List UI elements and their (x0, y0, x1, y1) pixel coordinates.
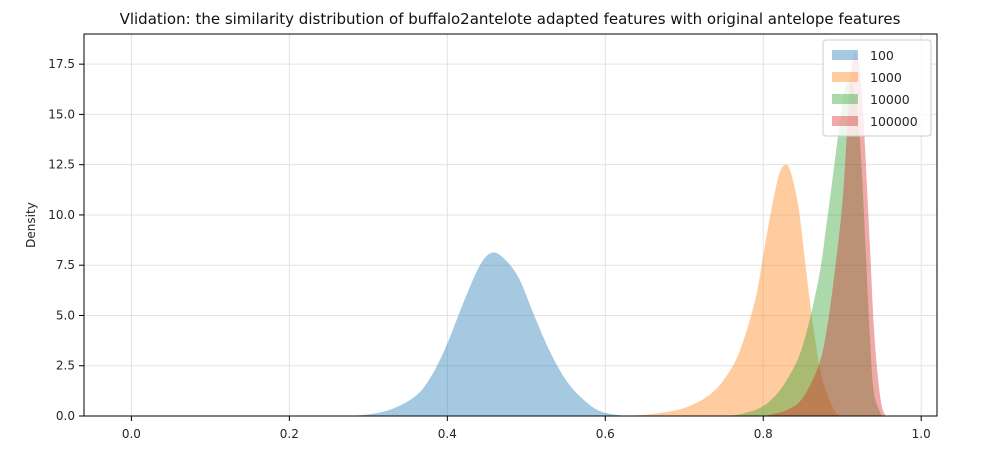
series-area-100000 (763, 52, 886, 416)
series-area-1000 (621, 164, 843, 416)
x-tick-label: 0.6 (596, 427, 615, 441)
x-tick-label: 1.0 (912, 427, 931, 441)
legend-swatch (832, 94, 858, 104)
legend-swatch (832, 116, 858, 126)
x-tick-label: 0.4 (438, 427, 457, 441)
series-area-100 (344, 252, 629, 416)
y-tick-label: 15.0 (48, 107, 75, 121)
y-tick-label: 12.5 (48, 158, 75, 172)
x-axis: 0.0 0.2 0.4 0.6 0.8 1.0 (122, 416, 931, 441)
chart-title: Vlidation: the similarity distribution o… (120, 10, 901, 28)
y-axis-label: Density (24, 202, 38, 248)
legend-label: 100 (870, 48, 894, 63)
y-tick-label: 10.0 (48, 208, 75, 222)
legend-label: 10000 (870, 92, 910, 107)
series-area-10000 (731, 81, 882, 417)
y-axis: 0.0 2.5 5.0 7.5 10.0 12.5 15.0 17.5 (48, 57, 84, 423)
x-tick-label: 0.0 (122, 427, 141, 441)
y-tick-label: 5.0 (56, 308, 75, 322)
x-tick-label: 0.2 (280, 427, 299, 441)
y-tick-label: 7.5 (56, 258, 75, 272)
y-tick-label: 17.5 (48, 57, 75, 71)
x-tick-label: 0.8 (754, 427, 773, 441)
y-tick-label: 2.5 (56, 359, 75, 373)
legend: 100 1000 10000 100000 (822, 39, 932, 137)
legend-label: 1000 (870, 70, 902, 85)
legend-box (822, 39, 932, 137)
y-tick-label: 0.0 (56, 409, 75, 423)
legend-label: 100000 (870, 114, 918, 129)
legend-swatch (832, 72, 858, 82)
legend-swatch (832, 50, 858, 60)
series-areas (344, 52, 886, 417)
plot-frame (83, 33, 938, 417)
